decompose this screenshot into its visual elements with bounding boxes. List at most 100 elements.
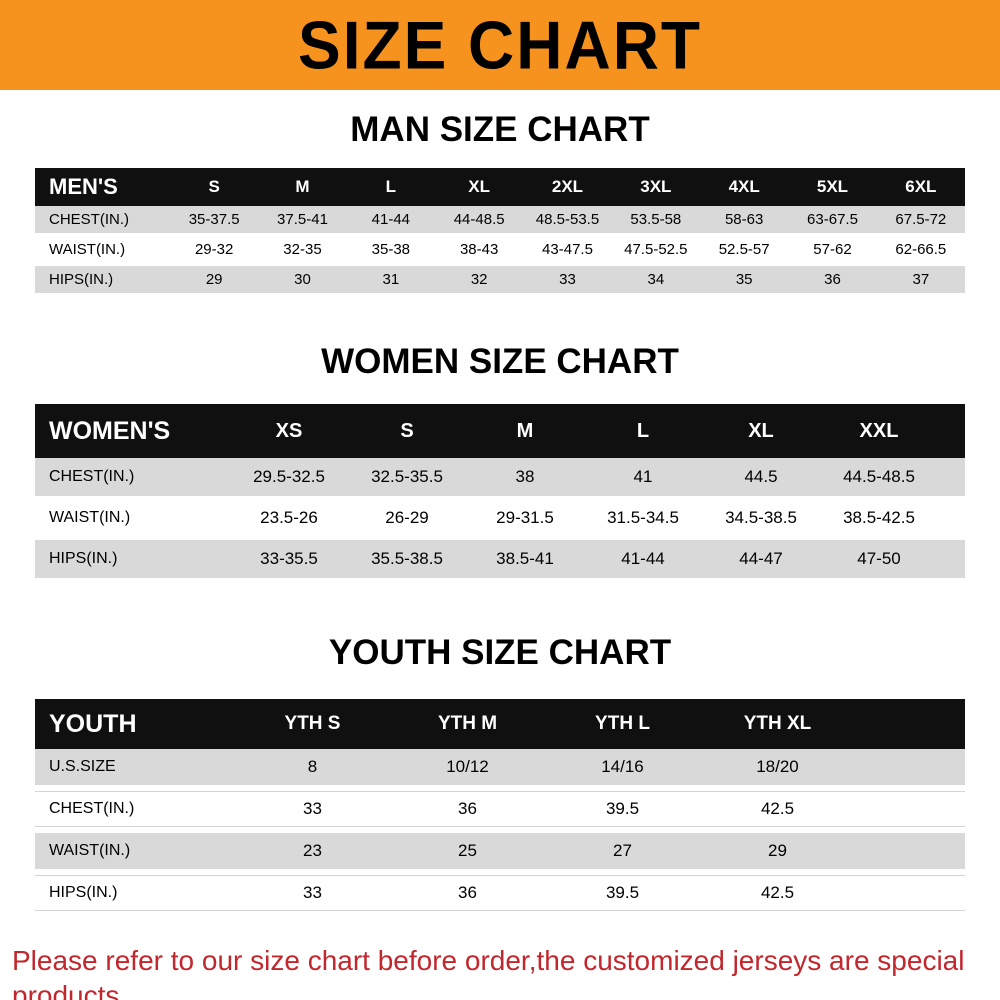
column-header: 2XL [551,177,584,196]
row-label: HIPS(IN.) [49,884,118,901]
cell-value: 23 [303,841,322,860]
table-row: WAIST(IN.) 23 25 27 29 [35,833,965,875]
cell-value: 29 [768,841,787,860]
cell-value: 36 [458,883,477,902]
cell-value: 35-38 [371,241,411,258]
column-header: M [295,177,310,196]
cell-value: 32.5-35.5 [371,467,443,486]
banner: SIZE CHART [0,0,1000,90]
cell-value: 34 [647,271,665,288]
cell-value: 41-44 [621,549,665,568]
table-row: CHEST(IN.) 33 36 39.5 42.5 [35,791,965,833]
column-header: 4XL [728,177,760,196]
cell-value: 44.5 [744,467,778,486]
row-label: CHEST(IN.) [49,211,129,228]
cell-value: 38.5-41 [496,549,554,568]
cell-value: 29-31.5 [496,508,554,527]
table-row: WAIST(IN.) 23.5-26 26-29 29-31.5 31.5-34.5 34… [35,499,965,540]
cell-value: 47-50 [857,549,901,568]
cell-value: 33-35.5 [260,549,318,568]
cell-value: 29 [205,271,223,288]
cell-value: 36 [458,799,477,818]
cell-value: 23.5-26 [260,508,318,527]
column-header: S [208,177,220,196]
row-label: HIPS(IN.) [49,550,118,567]
column-header: 3XL [640,177,672,196]
row-label: HIPS(IN.) [49,271,114,288]
table-row: WAIST(IN.) 29-32 32-35 35-38 38-43 43-47.5 47.… [35,236,965,266]
row-label: WAIST(IN.) [49,241,126,258]
column-header: 5XL [816,177,849,196]
cell-value: 37.5-41 [277,211,328,228]
cell-value: 35 [735,271,753,288]
cell-value: 18/20 [756,757,799,776]
row-label: CHEST(IN.) [49,468,135,485]
column-header: YTH L [595,713,650,734]
cell-value: 8 [307,757,318,776]
cell-value: 47.5-52.5 [624,241,688,258]
table-row: CHEST(IN.) 35-37.5 37.5-41 41-44 44-48.5 48.5… [35,206,965,236]
column-header: XS [275,419,303,442]
footer-note: Please refer to our size chart before or… [0,943,1000,1000]
table-row: HIPS(IN.) 29 30 31 32 33 34 35 36 37 [35,266,965,296]
column-header: XL [748,419,774,442]
cell-value: 58-63 [724,211,764,228]
row-label: U.S.SIZE [49,758,116,775]
cell-value: 39.5 [605,883,640,902]
cell-value: 44.5-48.5 [843,467,915,486]
cell-value: 41 [633,467,653,486]
cell-value: 38 [515,467,535,486]
cell-value: 31.5-34.5 [607,508,679,527]
column-header: L [385,177,397,196]
row-label: CHEST(IN.) [49,800,135,817]
cell-value: 35.5-38.5 [371,549,443,568]
cell-value: 36 [824,271,841,288]
table-row: HIPS(IN.) 33 36 39.5 42.5 [35,875,965,917]
man-size-chart-section: MAN SIZE CHART MEN'S S M L XL 2XL 3XL 4XL 5XL 6XL… [0,110,1000,296]
note-line-1: Please refer to our size chart before or… [12,945,965,1000]
cell-value: 67.5-72 [895,211,947,228]
column-header: M [516,419,534,442]
column-header: 6XL [905,177,937,196]
cell-value: 63-67.5 [807,211,858,228]
youth-chart-heading: YOUTH SIZE CHART [328,633,672,672]
cell-value: 52.5-57 [718,241,770,258]
cell-value: 34.5-38.5 [725,508,797,527]
women-chart-heading: WOMEN SIZE CHART [321,342,679,381]
cell-value: 38.5-42.5 [843,508,915,527]
column-header: XL [468,177,491,196]
cell-value: 41-44 [371,211,411,228]
cell-value: 27 [613,841,632,860]
row-label: WAIST(IN.) [49,509,131,526]
cell-value: 53.5-58 [630,211,682,228]
column-header: YTH XL [743,713,812,734]
cell-value: 14/16 [601,757,644,776]
cell-value: 33 [559,271,576,288]
cell-value: 33 [303,799,322,818]
cell-value: 25 [458,841,477,860]
man-chart-heading: MAN SIZE CHART [350,110,650,149]
cell-value: 37 [912,271,930,288]
table-name: WOMEN'S [49,416,171,445]
cell-value: 57-62 [813,241,852,258]
cell-value: 32 [470,271,488,288]
cell-value: 48.5-53.5 [535,211,600,228]
cell-value: 29.5-32.5 [253,467,325,486]
table-name: YOUTH [49,709,137,738]
table-name: MEN'S [49,174,118,199]
cell-value: 42.5 [760,799,795,818]
cell-value: 43-47.5 [542,241,593,258]
cell-value: 33 [303,883,322,902]
column-header: S [400,419,414,442]
cell-value: 42.5 [760,883,795,902]
table-row: HIPS(IN.) 33-35.5 35.5-38.5 38.5-41 41-44 44-… [35,540,965,581]
cell-value: 62-66.5 [895,241,947,258]
women-size-table: WOMEN'S XS S M L XL XXL CHEST(IN.) 29.5-32.5 32.5… [35,404,965,581]
youth-size-chart-section: YOUTH SIZE CHART YOUTH YTH S YTH M YTH L YTH… [0,633,1000,917]
table-row: U.S.SIZE 8 10/12 14/16 18/20 [35,749,965,791]
cell-value: 35-37.5 [188,211,240,228]
page-title: SIZE CHART [298,6,702,84]
cell-value: 32-35 [283,241,322,258]
men-size-table: MEN'S S M L XL 2XL 3XL 4XL 5XL 6XL CHEST(IN.) 35-37… [35,168,965,296]
